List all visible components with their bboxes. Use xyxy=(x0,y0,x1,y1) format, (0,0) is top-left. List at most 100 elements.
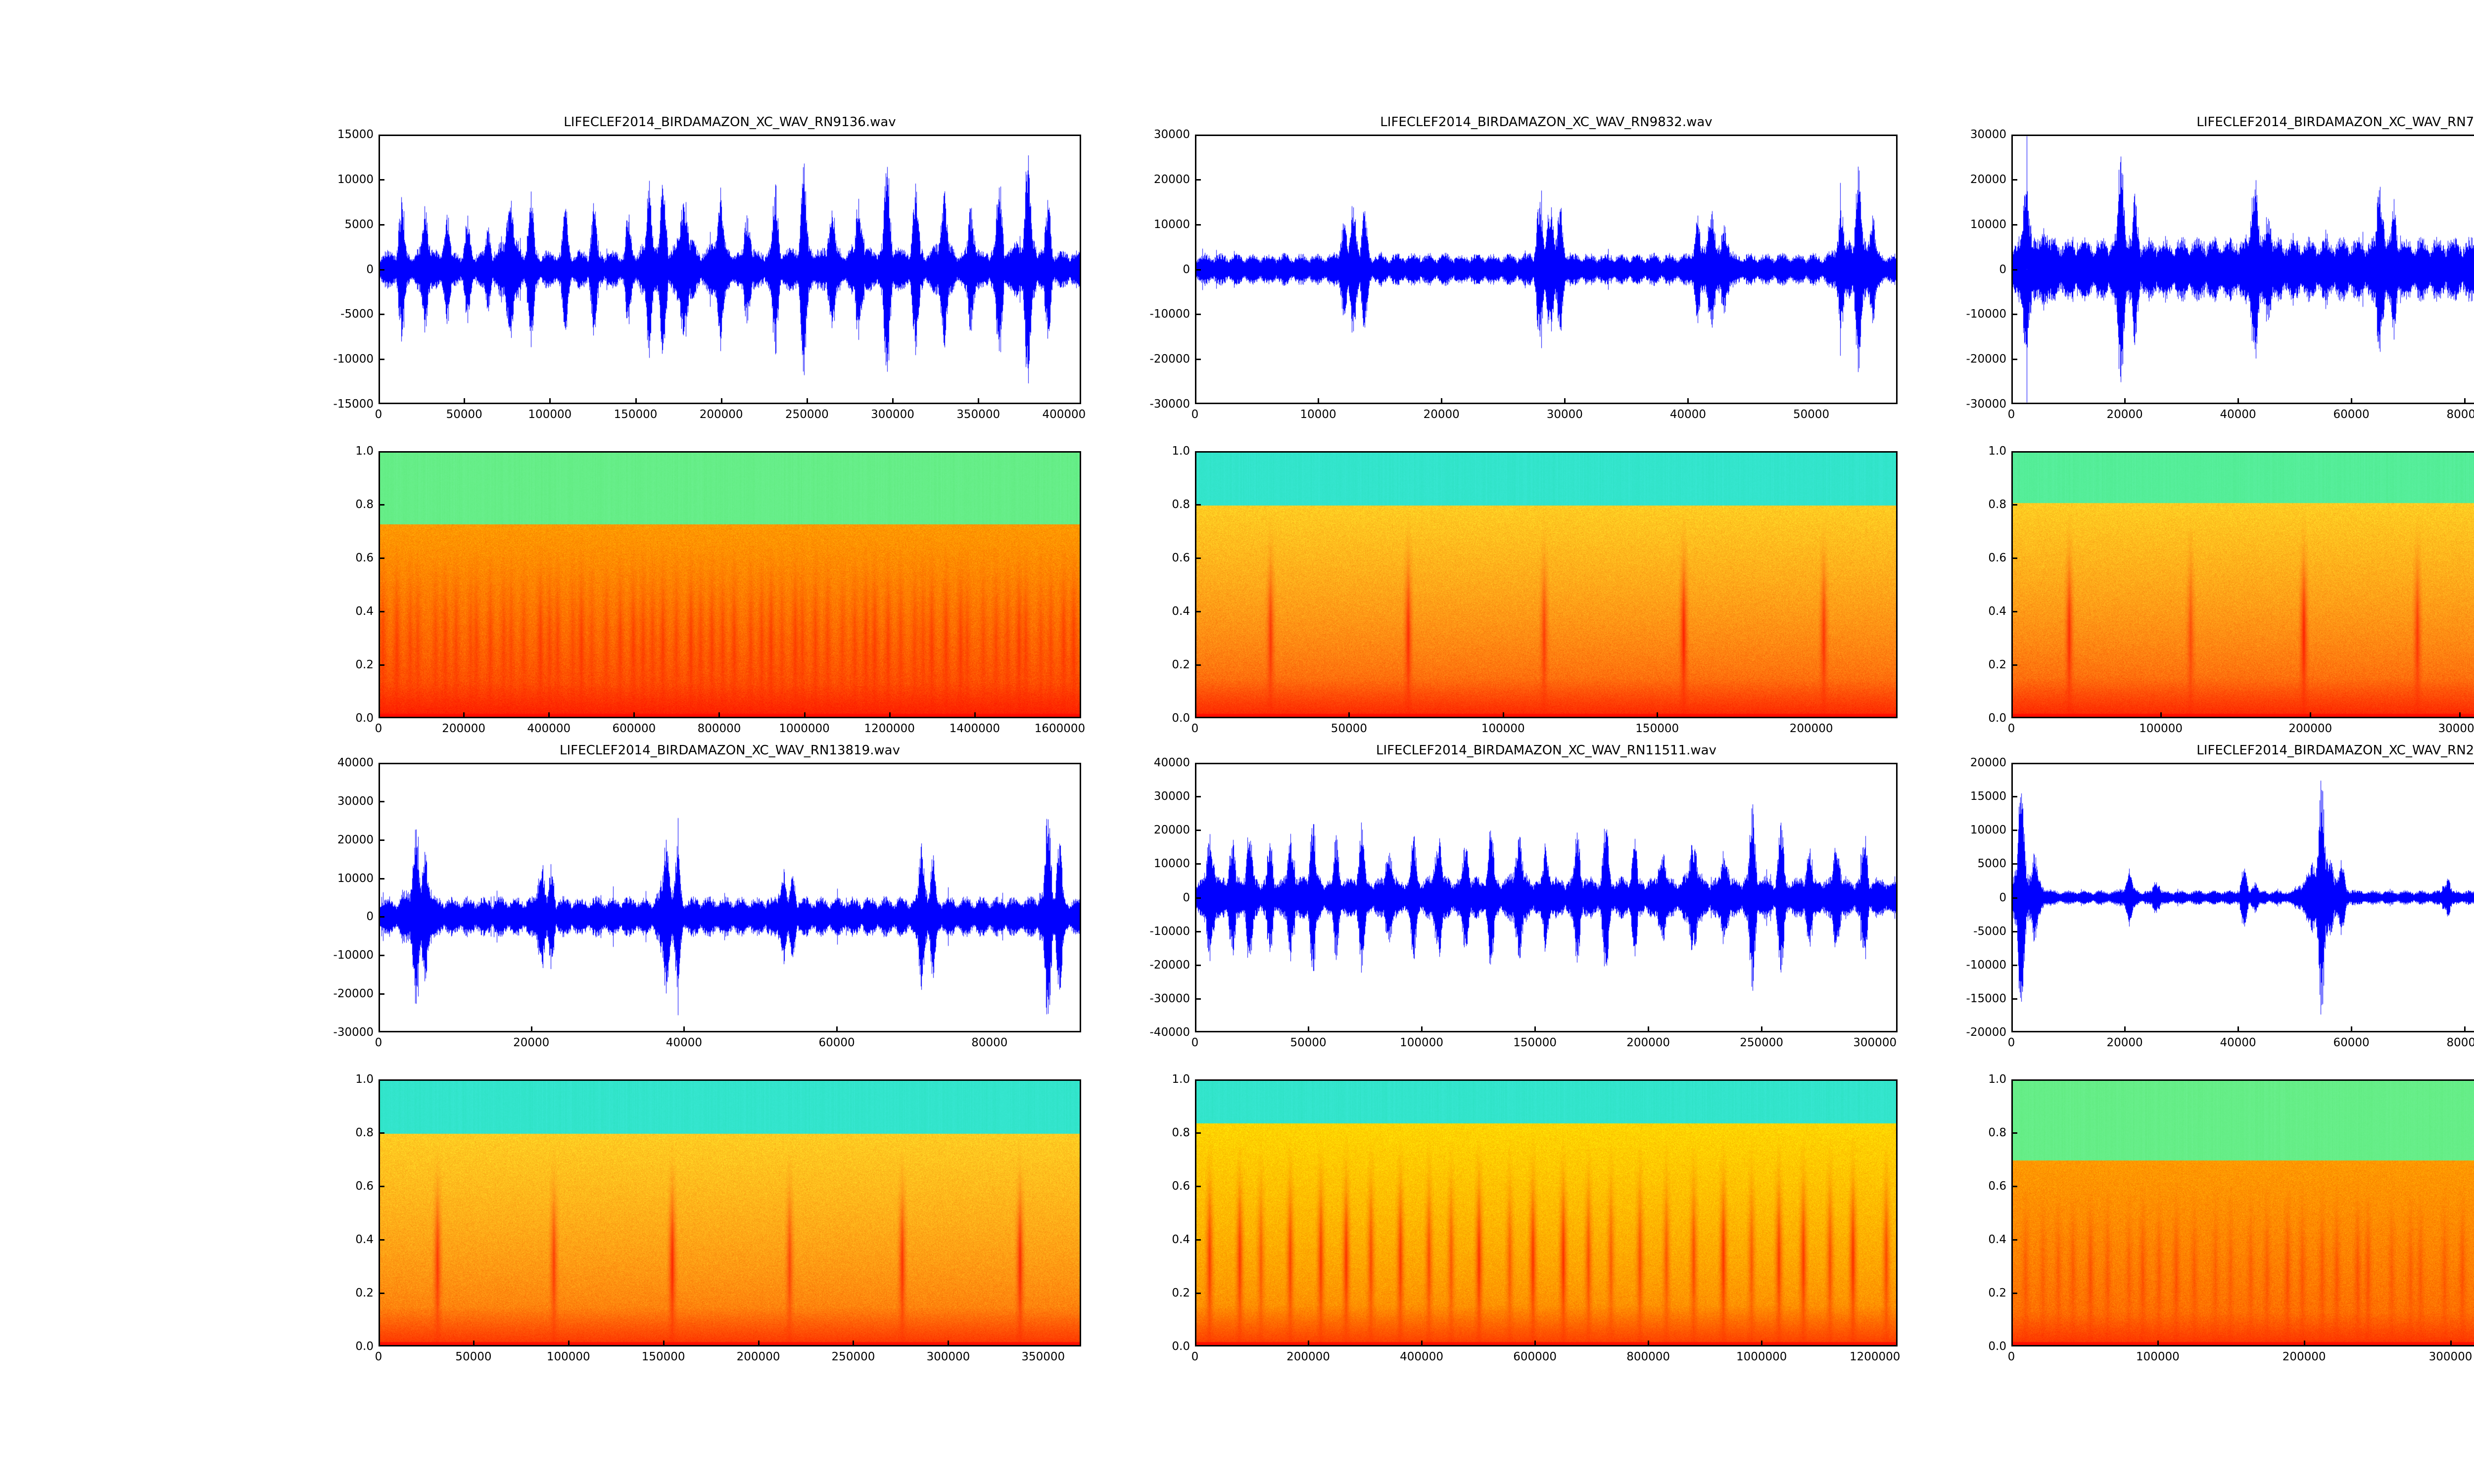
y-tick-label: 40000 xyxy=(1153,756,1190,769)
x-tick-mark xyxy=(549,398,551,404)
y-tick-mark xyxy=(379,878,384,880)
plot-panel-spectrogram-5: 0.0 0.2 0.4 0.6 0.8 1.0 0 200000 400000 600000 800… xyxy=(1108,1050,1925,1376)
y-tick-label: 0.4 xyxy=(1172,605,1190,618)
x-tick-mark xyxy=(948,1341,950,1346)
x-tick-mark xyxy=(978,398,980,404)
y-tick-label: 40000 xyxy=(337,756,374,769)
y-tick-label: -40000 xyxy=(1149,1026,1190,1039)
x-tick-label: 80000 xyxy=(2446,1036,2474,1049)
y-tick-mark xyxy=(2011,359,2017,361)
y-tick-mark xyxy=(1195,179,1201,181)
x-tick-mark xyxy=(2157,1341,2159,1346)
y-tick-label: 0.0 xyxy=(1988,1340,2006,1353)
y-tick-mark xyxy=(2011,179,2017,181)
plot-title: LIFECLEF2014_BIRDAMAZON_XC_WAV_RN7845.wa… xyxy=(2196,115,2474,130)
y-tick-label: 1.0 xyxy=(1988,445,2006,458)
y-tick-label: -20000 xyxy=(1149,353,1190,366)
plot-title: LIFECLEF2014_BIRDAMAZON_XC_WAV_RN9832.wa… xyxy=(1380,115,1713,130)
x-tick-mark xyxy=(2459,712,2461,718)
y-tick-label: 30000 xyxy=(337,794,374,808)
y-tick-mark xyxy=(2011,830,2017,832)
y-tick-label: 10000 xyxy=(1153,857,1190,871)
x-tick-label: 10000 xyxy=(1300,408,1336,421)
x-tick-mark xyxy=(683,1026,685,1032)
y-tick-mark xyxy=(379,993,384,995)
x-tick-label: 250000 xyxy=(785,408,829,421)
x-tick-label: 200000 xyxy=(442,722,486,735)
y-tick-label: -10000 xyxy=(1149,308,1190,321)
x-tick-label: 150000 xyxy=(1635,722,1679,735)
y-tick-label: 0.8 xyxy=(355,498,374,511)
x-tick-mark xyxy=(1648,1341,1650,1346)
plot-title: LIFECLEF2014_BIRDAMAZON_XC_WAV_RN11511.w… xyxy=(1376,743,1716,758)
y-tick-label: -30000 xyxy=(1149,398,1190,411)
x-tick-label: 400000 xyxy=(527,722,571,735)
waveform-trace xyxy=(1196,136,1896,403)
y-tick-label: 0.2 xyxy=(1988,658,2006,671)
plot-panel-spectrogram-1: 0.0 0.2 0.4 0.6 0.8 1.0 0 200000 400000 600000 800… xyxy=(292,421,1108,748)
x-tick-mark xyxy=(758,1341,760,1346)
y-tick-label: 30000 xyxy=(1153,790,1190,803)
y-tick-label: 0 xyxy=(1999,263,2006,276)
y-tick-mark xyxy=(379,1239,384,1241)
plot-panel-spectrogram-6: 0.00.20.40.60.81.00100000200000300000400… xyxy=(1925,1050,2474,1376)
y-tick-label: -10000 xyxy=(333,353,374,366)
y-tick-mark xyxy=(1195,557,1201,559)
x-tick-label: 40000 xyxy=(2220,1036,2256,1049)
x-tick-mark xyxy=(806,398,808,404)
axes-area-spectrogram-6 xyxy=(2011,1079,2474,1346)
y-tick-label: 0.6 xyxy=(355,552,374,564)
x-tick-label: 0 xyxy=(375,722,382,735)
x-tick-label: 0 xyxy=(375,408,382,421)
waveform-trace xyxy=(2013,764,2474,1031)
x-tick-label: 800000 xyxy=(697,722,741,735)
y-tick-label: 0 xyxy=(1183,263,1190,276)
x-tick-label: 80000 xyxy=(2446,408,2474,421)
y-tick-mark xyxy=(379,955,384,957)
x-tick-label: 50000 xyxy=(1331,722,1367,735)
y-tick-label: 0.8 xyxy=(355,1126,374,1139)
x-tick-mark xyxy=(1348,712,1350,718)
x-tick-label: 1000000 xyxy=(779,722,830,735)
y-tick-mark xyxy=(2011,504,2017,506)
y-tick-mark xyxy=(2011,557,2017,559)
y-tick-label: -10000 xyxy=(333,949,374,962)
y-tick-label: 0.6 xyxy=(1172,1180,1190,1193)
y-tick-label: 0.0 xyxy=(355,1340,374,1353)
x-tick-mark xyxy=(1441,398,1443,404)
x-tick-mark xyxy=(663,1341,665,1346)
y-tick-mark xyxy=(2011,863,2017,865)
x-tick-label: 150000 xyxy=(641,1350,685,1363)
spectrogram-image xyxy=(380,1081,1080,1345)
x-tick-mark xyxy=(1308,1026,1310,1032)
y-tick-label: 20000 xyxy=(1153,824,1190,837)
y-tick-mark xyxy=(379,839,384,841)
axes-area-waveform-5 xyxy=(1195,763,1898,1032)
y-tick-label: 20000 xyxy=(1153,173,1190,186)
x-tick-label: 300000 xyxy=(926,1350,970,1363)
x-tick-label: 250000 xyxy=(1740,1036,1784,1049)
y-tick-mark xyxy=(2011,930,2017,932)
x-tick-label: 300000 xyxy=(2438,722,2474,735)
y-tick-mark xyxy=(1195,796,1201,798)
x-tick-label: 200000 xyxy=(1789,722,1833,735)
x-tick-label: 0 xyxy=(2007,1036,2015,1049)
waveform-trace xyxy=(2013,136,2474,403)
y-tick-label: 0 xyxy=(366,263,374,276)
y-tick-label: 0.6 xyxy=(355,1180,374,1193)
y-tick-label: 10000 xyxy=(1153,218,1190,231)
x-tick-label: 400000 xyxy=(1400,1350,1443,1363)
y-tick-mark xyxy=(1195,964,1201,966)
x-tick-label: 60000 xyxy=(2333,1036,2370,1049)
y-tick-label: 0.6 xyxy=(1988,552,2006,564)
y-tick-mark xyxy=(379,269,384,271)
y-tick-label: 20000 xyxy=(1970,173,2006,186)
y-tick-mark xyxy=(1195,224,1201,226)
y-tick-mark xyxy=(1195,1239,1201,1241)
y-tick-mark xyxy=(1195,998,1201,1000)
plot-panel-spectrogram-3: 0.00.20.40.60.81.00100000200000300000400… xyxy=(1925,421,2474,748)
axes-area-spectrogram-1 xyxy=(379,451,1081,718)
y-tick-label: 20000 xyxy=(337,833,374,846)
y-tick-label: 0.4 xyxy=(1988,605,2006,618)
